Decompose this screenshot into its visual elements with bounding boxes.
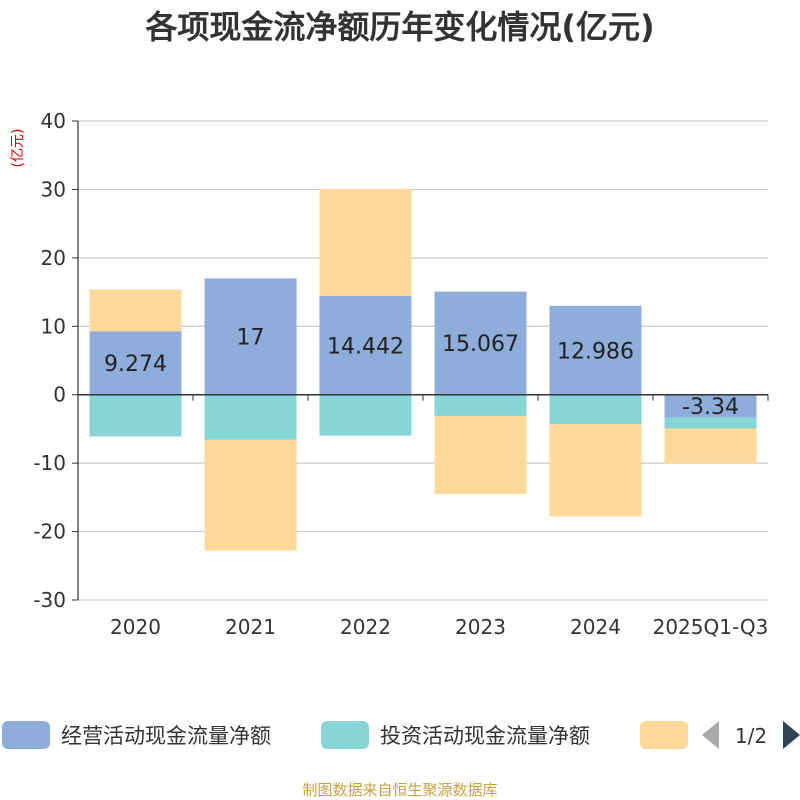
x-tick-label: 2020 <box>110 615 161 639</box>
legend-prev-arrow-icon[interactable] <box>702 721 719 749</box>
legend: 经营活动现金流量净额 投资活动现金流量净额 1/2 <box>2 721 800 749</box>
bar-series0-2020 <box>89 331 182 395</box>
y-tick-label: -10 <box>33 451 66 475</box>
bar-series0-2024 <box>549 305 642 395</box>
bar-series2-2022 <box>319 189 412 296</box>
bar-series1-2023 <box>434 394 527 416</box>
x-tick-label: 2023 <box>455 615 506 639</box>
y-tick-label: 30 <box>41 177 66 201</box>
bar-series0-2021 <box>204 278 297 395</box>
x-tick-label: 2022 <box>340 615 391 639</box>
data-label: 14.442 <box>327 334 404 359</box>
bar-series2-2024 <box>549 424 642 517</box>
data-label: 12.986 <box>557 339 634 364</box>
bar-series1-2021 <box>204 394 297 440</box>
grid-lines <box>78 120 768 601</box>
y-tick-label: 0 <box>53 383 66 407</box>
bar-series1-2025Q1-Q3 <box>664 417 757 429</box>
x-tick-label: 2024 <box>570 615 621 639</box>
legend-label-1[interactable]: 投资活动现金流量净额 <box>380 724 590 748</box>
data-label: -3.34 <box>682 395 739 420</box>
bar-series0-2022 <box>319 295 412 395</box>
legend-page-indicator: 1/2 <box>735 724 767 748</box>
legend-next-arrow-icon[interactable] <box>783 721 800 749</box>
bar-series2-2025Q1-Q3 <box>664 428 757 464</box>
y-tick-label: 10 <box>41 314 66 338</box>
data-label: 9.274 <box>104 352 167 377</box>
legend-swatch-1[interactable] <box>321 721 369 749</box>
bar-series2-2023 <box>434 415 527 494</box>
bar-series2-2021 <box>204 439 297 551</box>
legend-swatch-2[interactable] <box>640 721 688 749</box>
legend-swatch-0[interactable] <box>2 721 50 749</box>
x-tick-label: 2025Q1-Q3 <box>653 615 769 639</box>
y-tick-label: -30 <box>33 588 66 612</box>
bar-series1-2020 <box>89 394 182 437</box>
y-tick-label: 40 <box>41 109 66 133</box>
data-label: 15.067 <box>442 332 519 357</box>
axes: 40 30 20 10 0 -10 -20 -30 2020 2021 2022 2023 2024 20… <box>33 109 769 639</box>
bar-series2-2020 <box>89 289 182 332</box>
bar-series1-2022 <box>319 394 412 436</box>
legend-label-0[interactable]: 经营活动现金流量净额 <box>61 724 271 748</box>
source-note: 制图数据来自恒生聚源数据库 <box>302 781 497 799</box>
chart-title: 各项现金流净额历年变化情况(亿元) <box>145 8 654 46</box>
bars <box>89 189 757 551</box>
bar-series0-2023 <box>434 291 527 395</box>
data-label: 17 <box>237 326 265 351</box>
y-tick-label: 20 <box>41 246 66 270</box>
value-labels: 9.274 17 14.442 15.067 12.986 -3.34 <box>104 326 739 421</box>
bar-series0-2025Q1-Q3 <box>664 394 757 418</box>
y-tick-label: -20 <box>33 520 66 544</box>
bar-series1-2024 <box>549 394 642 425</box>
y-axis-unit: (亿元) <box>10 129 26 168</box>
x-tick-label: 2021 <box>225 615 276 639</box>
